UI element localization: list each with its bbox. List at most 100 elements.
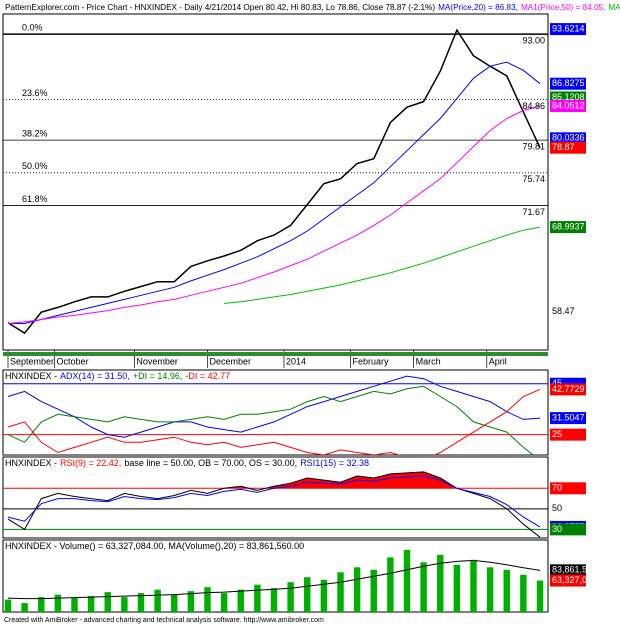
fib-price: 79.81 xyxy=(522,141,545,151)
value-tag-label: 50 xyxy=(552,503,562,513)
value-tag xyxy=(550,482,586,495)
value-tag xyxy=(550,132,586,145)
value-tag xyxy=(550,502,586,515)
value-tag-label: 78.87 xyxy=(552,142,575,152)
value-tag-label: 68.9937 xyxy=(552,221,585,231)
volume-bar xyxy=(503,569,510,612)
fib-label: 50.0% xyxy=(22,161,48,171)
header-part: RSI1(15) = 32.38 xyxy=(300,458,369,468)
value-tag xyxy=(550,100,586,113)
value-tag xyxy=(550,564,586,577)
panel-header: HNXINDEX - RSI(9) = 22.42, base line = 50.… xyxy=(5,458,369,468)
value-tag-label: 63,327,08 xyxy=(552,575,592,585)
fib-price: 93.00 xyxy=(522,35,545,45)
header-part: MA1(Price,50) = 84.05, xyxy=(521,3,605,12)
volume-bar xyxy=(470,559,477,612)
value-tag xyxy=(550,523,586,536)
overbought-fill xyxy=(224,471,457,489)
x-tick-label: March xyxy=(416,356,441,366)
value-tag-label: 84.0512 xyxy=(552,100,585,110)
header-part: HNXINDEX - xyxy=(5,458,57,468)
volume-bar xyxy=(304,577,311,612)
series-line xyxy=(7,475,541,528)
series-line xyxy=(7,388,541,455)
volume-bar xyxy=(486,567,494,612)
plot xyxy=(3,28,548,335)
volume-bar xyxy=(353,567,361,612)
fib-label: 38.2% xyxy=(22,128,48,138)
panel-header: HNXINDEX - ADX(14) = 31.50, +DI = 14.96, -D… xyxy=(5,371,230,381)
header-part: +DI = 14.96, xyxy=(133,371,183,381)
series-line xyxy=(7,105,541,324)
header-part: HNXINDEX - xyxy=(5,371,57,381)
value-tag-label: 31.5047 xyxy=(552,412,585,422)
panel-frame xyxy=(2,13,549,351)
volume-bar xyxy=(204,587,211,612)
value-tag-label: 42.7729 xyxy=(552,384,585,394)
value-tag-label: 80.0336 xyxy=(552,133,585,143)
x-tick-label: December xyxy=(210,356,252,366)
value-tag-label: 85.1208 xyxy=(552,92,585,102)
volume-bar xyxy=(87,596,95,612)
volume-bar xyxy=(38,597,45,612)
header-part: PatternExplorer.com - Price Chart - HNXI… xyxy=(5,3,435,12)
value-tag xyxy=(550,141,586,154)
volume-bar xyxy=(437,554,444,612)
x-tick-label: 2014 xyxy=(286,356,306,366)
header-part: ADX(14) = 31.50, xyxy=(60,371,130,381)
series-line xyxy=(7,471,541,538)
value-tag xyxy=(550,574,586,587)
plot xyxy=(3,375,548,455)
value-tag-label: 86.8275 xyxy=(552,78,585,88)
series-line xyxy=(7,559,541,600)
panel-frame xyxy=(2,456,549,539)
volume-bar xyxy=(71,598,78,612)
value-tag xyxy=(550,305,586,318)
x-tick-label: April xyxy=(489,356,507,366)
value-tag xyxy=(550,383,586,396)
volume-bar xyxy=(237,589,244,612)
series-line xyxy=(8,61,541,324)
volume-bar xyxy=(137,593,145,612)
volume-bar xyxy=(220,593,228,612)
volume-bar xyxy=(420,562,427,612)
fib-price: 75.74 xyxy=(522,174,545,184)
value-tag-label: 45 xyxy=(552,378,562,388)
volume-bar xyxy=(4,599,12,612)
x-tick-label: February xyxy=(352,356,389,366)
volume-bar xyxy=(287,582,294,612)
volume-bar xyxy=(54,594,62,612)
plot xyxy=(4,549,544,612)
volume-bar xyxy=(520,574,527,612)
plot xyxy=(3,471,548,538)
panel-header: PatternExplorer.com - Price Chart - HNXI… xyxy=(5,3,620,12)
volume-bar xyxy=(154,589,161,612)
fib-label: 0.0% xyxy=(22,22,43,32)
header-part: MA(Price,20) = 86.83, xyxy=(438,3,518,12)
header-part: MA2(Price,200) = 68.99, xyxy=(608,3,620,12)
value-tag-label: 58.47 xyxy=(552,306,575,316)
value-tag xyxy=(550,23,586,36)
header-part: HNXINDEX - Volume() = 63,327,084.00, MA(… xyxy=(5,541,304,551)
volume-bar xyxy=(270,588,278,612)
series-line xyxy=(224,226,541,304)
fib-price: 84.86 xyxy=(522,101,545,111)
header-part: base line = 50.00, OB = 70.00, OS = 30.0… xyxy=(124,458,297,468)
volume-bar xyxy=(121,597,128,612)
series-line xyxy=(7,385,535,455)
date-strip xyxy=(3,352,548,356)
series-line xyxy=(7,375,541,438)
volume-bar xyxy=(403,549,411,612)
volume-bar xyxy=(254,584,261,612)
value-tag-label: 25 xyxy=(552,429,562,439)
value-tag-label: 30 xyxy=(552,524,562,534)
volume-bar xyxy=(370,569,377,612)
volume-bar xyxy=(104,592,111,612)
x-tick-label: September xyxy=(10,356,54,366)
fib-label: 61.8% xyxy=(22,194,48,204)
volume-bar xyxy=(337,572,344,612)
x-tick-label: October xyxy=(57,356,89,366)
volume-bar xyxy=(387,557,394,612)
